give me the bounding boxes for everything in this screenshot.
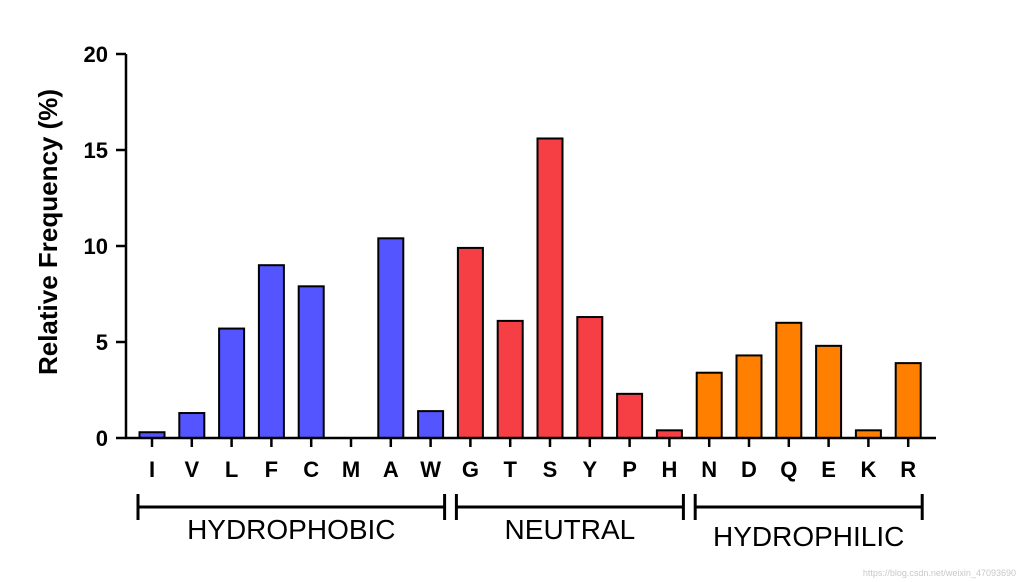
x-tick-label: L bbox=[225, 457, 238, 482]
y-tick-label: 20 bbox=[84, 42, 108, 67]
x-tick-label: G bbox=[462, 457, 479, 482]
group-brackets: HYDROPHOBIC NEUTRAL HYDROPHILIC bbox=[136, 494, 924, 552]
bar-E bbox=[815, 344, 843, 439]
bar-G bbox=[456, 246, 484, 439]
bar-D bbox=[735, 354, 763, 439]
x-tick-label: P bbox=[622, 457, 637, 482]
bar-Q bbox=[775, 321, 803, 439]
x-tick-label: M bbox=[342, 457, 360, 482]
x-tick-label: W bbox=[420, 457, 441, 482]
x-tick-label: V bbox=[184, 457, 199, 482]
y-tick-label: 5 bbox=[96, 330, 108, 355]
bar-V bbox=[178, 412, 206, 440]
y-tick-label: 0 bbox=[96, 426, 108, 451]
x-tick-label: H bbox=[661, 457, 677, 482]
x-tick-label: A bbox=[383, 457, 399, 482]
bar-C bbox=[297, 285, 325, 439]
bar-S bbox=[536, 137, 564, 439]
x-tick-label: I bbox=[149, 457, 155, 482]
bar-Y bbox=[576, 316, 604, 440]
x-tick-label: K bbox=[860, 457, 876, 482]
y-tick-label: 15 bbox=[84, 138, 108, 163]
y-axis: 0 5 10 15 20 bbox=[84, 42, 128, 451]
y-axis-title: Relative Frequency (%) bbox=[33, 89, 63, 375]
bar-N bbox=[695, 371, 723, 439]
group-label: NEUTRAL bbox=[505, 514, 636, 545]
x-tick-label: F bbox=[265, 457, 278, 482]
x-tick-label: D bbox=[741, 457, 757, 482]
bar-P bbox=[616, 392, 644, 439]
bar-R bbox=[894, 362, 922, 439]
watermark: https://blog.csdn.net/weixin_47093690 bbox=[863, 568, 1016, 578]
group-label: HYDROPHOBIC bbox=[187, 514, 395, 545]
x-tick-label: R bbox=[900, 457, 916, 482]
bar-F bbox=[257, 264, 285, 440]
x-tick-label: N bbox=[701, 457, 717, 482]
bar-T bbox=[496, 319, 524, 440]
x-tick-label: T bbox=[503, 457, 517, 482]
bar-W bbox=[417, 410, 445, 439]
group-label: HYDROPHILIC bbox=[713, 521, 904, 552]
bar-A bbox=[377, 237, 405, 439]
bar-L bbox=[218, 327, 246, 439]
x-tick-label: S bbox=[543, 457, 558, 482]
bars bbox=[138, 137, 922, 440]
y-tick-label: 10 bbox=[84, 234, 108, 259]
x-tick-label: Y bbox=[582, 457, 597, 482]
x-tick-label: E bbox=[821, 457, 836, 482]
x-tick-label: C bbox=[303, 457, 319, 482]
x-tick-label: Q bbox=[780, 457, 797, 482]
